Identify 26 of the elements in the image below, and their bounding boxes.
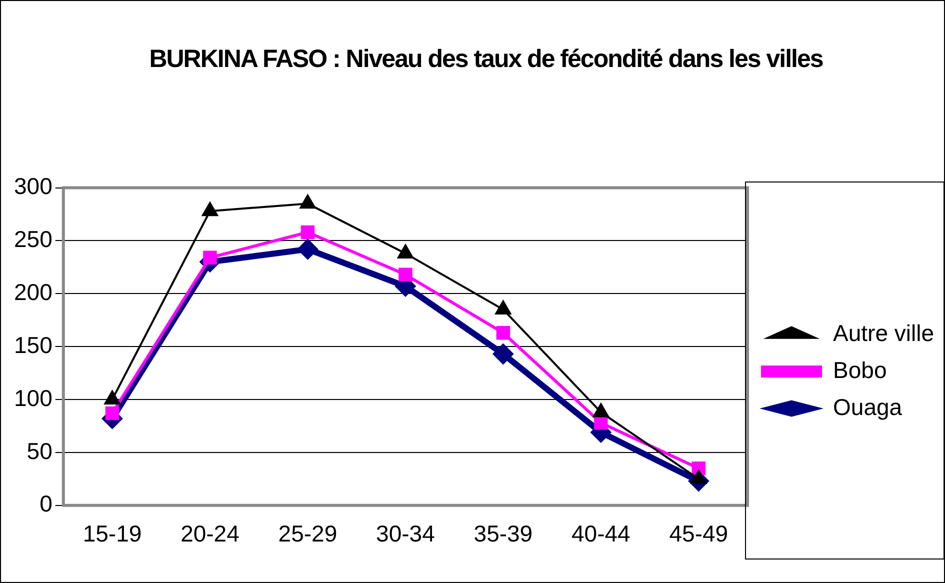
x-tick-label: 35-39 [474,520,533,547]
x-tick-label: 40-44 [572,520,631,547]
point [105,406,120,420]
y-tick-label: 100 [14,384,52,411]
x-tick-label: 15-19 [82,520,142,547]
x-tick-label: 20-24 [180,520,240,547]
x-tick-label: 30-34 [376,520,436,547]
point [496,326,510,340]
y-tick-label: 250 [14,226,52,252]
point [203,250,217,265]
point [492,344,514,365]
y-tick-label: 50 [26,438,52,464]
point [297,238,318,260]
point [398,268,412,282]
point [594,416,608,430]
x-tick-label: 45-49 [669,520,728,547]
legend-label: Ouaga [833,394,902,420]
point [300,225,315,240]
x-tick-label: 25-29 [278,520,338,547]
y-tick-label: 300 [14,173,52,200]
y-tick-label: 150 [14,332,52,358]
y-tick-label: 0 [40,490,52,517]
legend-label: Bobo [833,356,887,383]
chart-title: BURKINA FASO : Niveau des taux de fécondité dans les villes [148,44,824,75]
y-tick-label: 200 [14,279,52,306]
legend-label: Autre ville [833,320,934,346]
